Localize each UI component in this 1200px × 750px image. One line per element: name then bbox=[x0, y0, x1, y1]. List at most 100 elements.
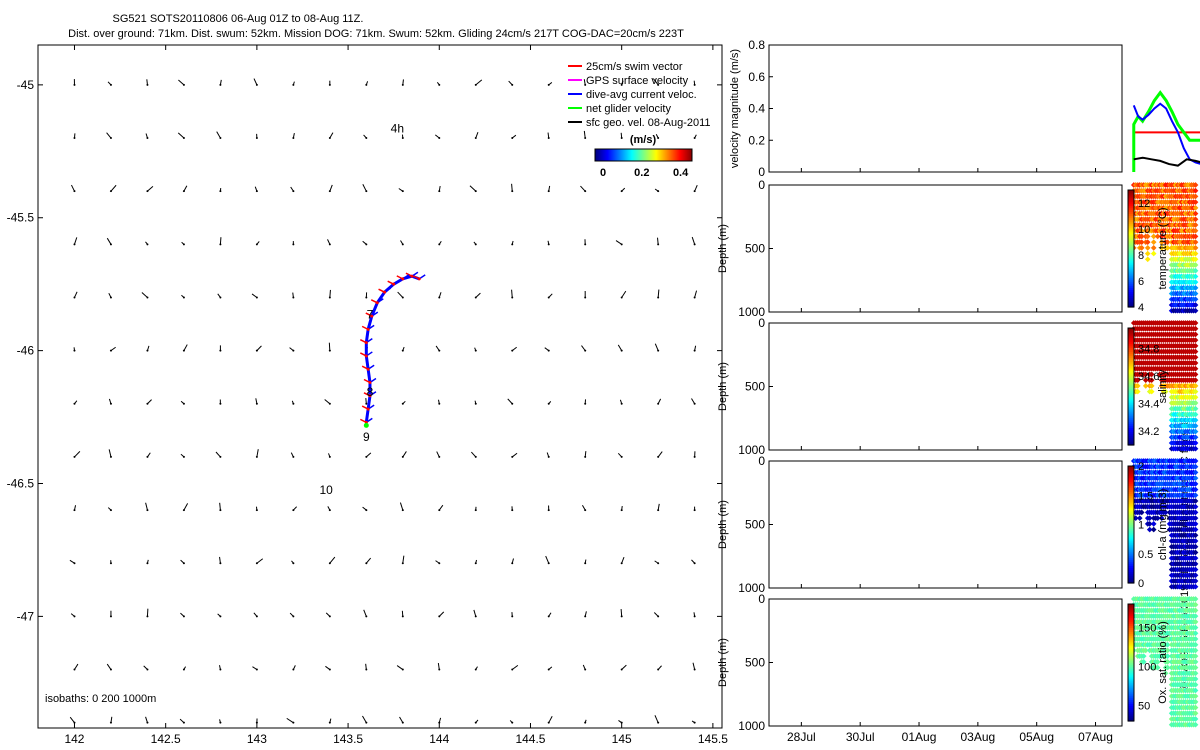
colorbar-tick-label: 150 bbox=[1138, 622, 1156, 634]
axes-frame bbox=[768, 184, 1123, 313]
colorbar-cell bbox=[596, 149, 598, 161]
current-arrow-tail bbox=[328, 83, 331, 86]
current-arrow-tail bbox=[146, 190, 149, 193]
data-marker bbox=[1158, 239, 1165, 245]
colorbar-cell bbox=[1128, 269, 1134, 273]
data-marker bbox=[1192, 486, 1199, 493]
current-arrow-tail bbox=[401, 349, 404, 352]
colorbar-cell bbox=[1128, 670, 1134, 673]
colorbar-cell bbox=[1128, 351, 1134, 354]
y-tick-label: 0 bbox=[758, 316, 765, 330]
data-marker bbox=[1192, 583, 1199, 590]
colorbar-cell bbox=[1128, 370, 1134, 374]
colorbar-cell bbox=[1128, 499, 1134, 502]
data-marker bbox=[1192, 239, 1199, 245]
current-arrow-tail bbox=[292, 243, 295, 246]
current-arrow bbox=[621, 664, 627, 670]
colorbar-cell bbox=[645, 149, 647, 161]
current-arrow-tail bbox=[547, 509, 550, 512]
colorbar-cell bbox=[1128, 425, 1134, 429]
data-marker bbox=[1192, 348, 1199, 355]
data-marker bbox=[1134, 383, 1141, 389]
colorbar-cell bbox=[1128, 328, 1134, 331]
colorbar-cell bbox=[1128, 685, 1134, 689]
colorbar-cell bbox=[1128, 215, 1134, 218]
colorbar-cell bbox=[656, 149, 658, 161]
colorbar-cell bbox=[647, 149, 649, 161]
current-arrow bbox=[329, 132, 334, 139]
current-arrow bbox=[652, 78, 659, 86]
colorbar-cell bbox=[1128, 246, 1134, 250]
current-arrow-tail bbox=[511, 615, 514, 618]
current-arrow-tail bbox=[146, 83, 149, 86]
current-arrow bbox=[216, 131, 221, 139]
colorbar-cell bbox=[669, 149, 671, 161]
current-arrow-tail bbox=[365, 455, 368, 458]
current-arrow-tail bbox=[511, 137, 514, 140]
colorbar-cell bbox=[604, 149, 606, 161]
colorbar-cell bbox=[652, 149, 654, 161]
colorbar-cell bbox=[1128, 656, 1134, 660]
data-marker bbox=[1192, 481, 1199, 487]
colorbar-cell bbox=[1128, 368, 1134, 372]
current-arrow bbox=[694, 290, 698, 298]
colorbar-cell bbox=[677, 149, 679, 161]
colorbar-cell bbox=[1128, 522, 1134, 526]
colorbar-cell bbox=[636, 149, 638, 161]
current-arrow bbox=[470, 451, 477, 458]
colorbar-label: chl-a (mg m-3) bbox=[1157, 489, 1169, 561]
data-marker bbox=[1192, 555, 1199, 561]
colorbar-cell bbox=[601, 149, 603, 161]
colorbar-cell bbox=[1128, 376, 1134, 380]
colorbar-cell bbox=[1128, 384, 1134, 388]
colorbar-cell bbox=[1128, 337, 1134, 341]
current-arrow-tail bbox=[219, 243, 222, 246]
data-marker bbox=[1192, 641, 1199, 648]
current-arrow-tail bbox=[219, 615, 222, 618]
title-line-1: SG521 SOTS20110806 06-Aug 01Z to 08-Aug … bbox=[113, 13, 364, 25]
colorbar-cell bbox=[1128, 396, 1134, 399]
colorbar-cell bbox=[1128, 433, 1134, 436]
current-arrow-tail bbox=[219, 668, 222, 671]
colorbar-cell bbox=[605, 149, 607, 161]
colorbar-cell bbox=[1128, 254, 1134, 257]
data-marker bbox=[1150, 239, 1157, 245]
colorbar-cell bbox=[678, 149, 680, 161]
current-arrow bbox=[219, 502, 221, 511]
colorbar-cell bbox=[666, 149, 668, 161]
colorbar-cell bbox=[1128, 297, 1134, 300]
data-marker bbox=[1158, 515, 1165, 521]
colorbar-cell bbox=[1128, 441, 1134, 444]
colorbar-cell bbox=[1128, 547, 1134, 551]
colorbar-cell bbox=[660, 149, 662, 161]
current-arrow bbox=[147, 185, 154, 192]
colorbar-cell bbox=[1128, 275, 1134, 279]
data-marker bbox=[1192, 423, 1199, 429]
colorbar-cell bbox=[1128, 633, 1134, 636]
data-marker bbox=[1192, 187, 1199, 194]
colorbar-cell bbox=[1128, 207, 1134, 211]
current-arrow-tail bbox=[584, 243, 587, 246]
colorbar-cell bbox=[1128, 417, 1134, 421]
current-arrow-tail bbox=[219, 137, 222, 140]
data-marker bbox=[1192, 290, 1199, 297]
colorbar-cell bbox=[683, 149, 685, 161]
current-arrow bbox=[397, 291, 404, 298]
current-arrow-tail bbox=[511, 668, 514, 671]
axes-frame bbox=[768, 322, 1123, 451]
data-marker bbox=[1192, 302, 1199, 308]
colorbar-frame bbox=[594, 148, 693, 162]
current-arrow-tail bbox=[255, 137, 258, 140]
current-arrow-tail bbox=[146, 721, 149, 724]
y-tick-label: 1000 bbox=[738, 443, 765, 457]
current-arrow-tail bbox=[657, 615, 660, 618]
data-marker bbox=[1192, 360, 1199, 366]
colorbar-tick-label: 0.5 bbox=[1138, 549, 1153, 561]
current-arrow bbox=[475, 132, 479, 139]
current-arrow-tail bbox=[657, 243, 660, 246]
colorbar-cell bbox=[1128, 293, 1134, 296]
colorbar-cell bbox=[1128, 609, 1134, 613]
colorbar-cell bbox=[1128, 607, 1134, 611]
colorbar-cell bbox=[1128, 687, 1134, 691]
colorbar-cell bbox=[1128, 301, 1134, 304]
